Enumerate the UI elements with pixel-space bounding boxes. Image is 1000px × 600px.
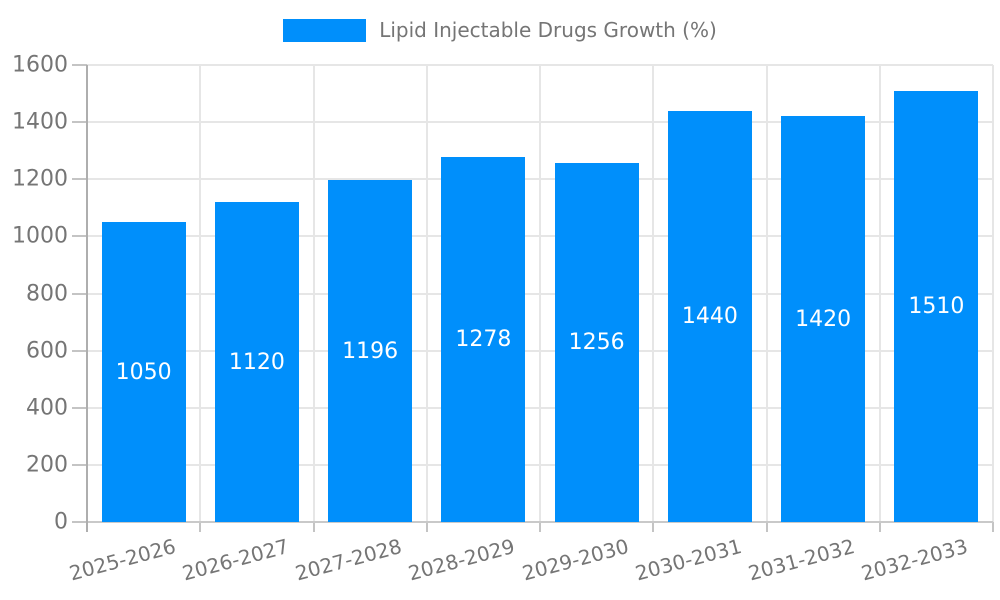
- v-gridline: [312, 65, 315, 522]
- x-tick-label: 2030-2031: [632, 534, 745, 586]
- x-tick: [992, 522, 994, 532]
- x-tick: [199, 522, 202, 532]
- y-tick: [72, 406, 87, 409]
- bar: 1440: [667, 110, 752, 522]
- y-tick-label: 400: [26, 395, 68, 421]
- bar: 1256: [554, 163, 639, 522]
- v-gridline: [992, 65, 994, 522]
- bar: 1196: [328, 180, 413, 522]
- y-tick: [72, 521, 87, 523]
- v-gridline: [652, 65, 655, 522]
- x-tick: [878, 522, 881, 532]
- v-gridline: [199, 65, 202, 522]
- y-tick-label: 1400: [12, 109, 68, 135]
- bar: 1120: [214, 202, 299, 522]
- y-tick: [72, 64, 87, 66]
- v-gridline: [425, 65, 428, 522]
- v-gridline: [539, 65, 541, 522]
- y-tick: [72, 292, 87, 295]
- y-tick-label: 200: [26, 452, 68, 478]
- legend: Lipid Injectable Drugs Growth (%): [0, 18, 1000, 42]
- x-axis-line: [87, 521, 993, 523]
- y-tick-label: 800: [26, 281, 68, 306]
- y-tick: [72, 235, 87, 238]
- bar-value-label: 1256: [568, 330, 625, 356]
- x-tick: [539, 522, 541, 532]
- y-tick-label: 0: [54, 509, 68, 535]
- bar-value-label: 1050: [115, 359, 172, 385]
- y-tick: [72, 349, 87, 352]
- bar-value-label: 1510: [908, 293, 965, 319]
- y-tick: [72, 121, 87, 124]
- x-tick-label: 2028-2029: [406, 534, 518, 586]
- bar: 1278: [441, 156, 526, 522]
- legend-swatch: [283, 18, 367, 42]
- x-tick-label: 2031-2032: [745, 534, 858, 586]
- x-tick-label: 2026-2027: [179, 534, 292, 586]
- bar: 1510: [894, 90, 979, 522]
- x-tick: [425, 522, 428, 532]
- bar-value-label: 1278: [455, 326, 512, 352]
- bar-value-label: 1120: [228, 349, 285, 375]
- bar-value-label: 1196: [342, 338, 399, 364]
- legend-label: Lipid Injectable Drugs Growth (%): [379, 18, 717, 42]
- y-tick: [72, 178, 87, 181]
- bar: 1050: [101, 222, 186, 522]
- x-tick: [765, 522, 768, 532]
- x-tick-label: 2025-2026: [66, 534, 178, 586]
- bar: 1420: [781, 116, 866, 522]
- bar-value-label: 1420: [795, 306, 852, 332]
- y-tick-label: 1200: [12, 166, 68, 192]
- y-tick-label: 1000: [12, 223, 68, 249]
- x-tick-label: 2029-2030: [519, 534, 631, 586]
- y-tick-label: 1600: [12, 52, 68, 78]
- v-gridline: [765, 65, 768, 522]
- y-axis-line: [86, 65, 88, 532]
- x-tick-label: 2032-2033: [859, 534, 971, 586]
- y-tick: [72, 463, 87, 466]
- y-tick-label: 600: [26, 338, 68, 364]
- x-tick-label: 2027-2028: [292, 534, 405, 586]
- x-tick: [652, 522, 655, 532]
- v-gridline: [878, 65, 881, 522]
- x-tick: [312, 522, 315, 532]
- bar-value-label: 1440: [681, 303, 738, 329]
